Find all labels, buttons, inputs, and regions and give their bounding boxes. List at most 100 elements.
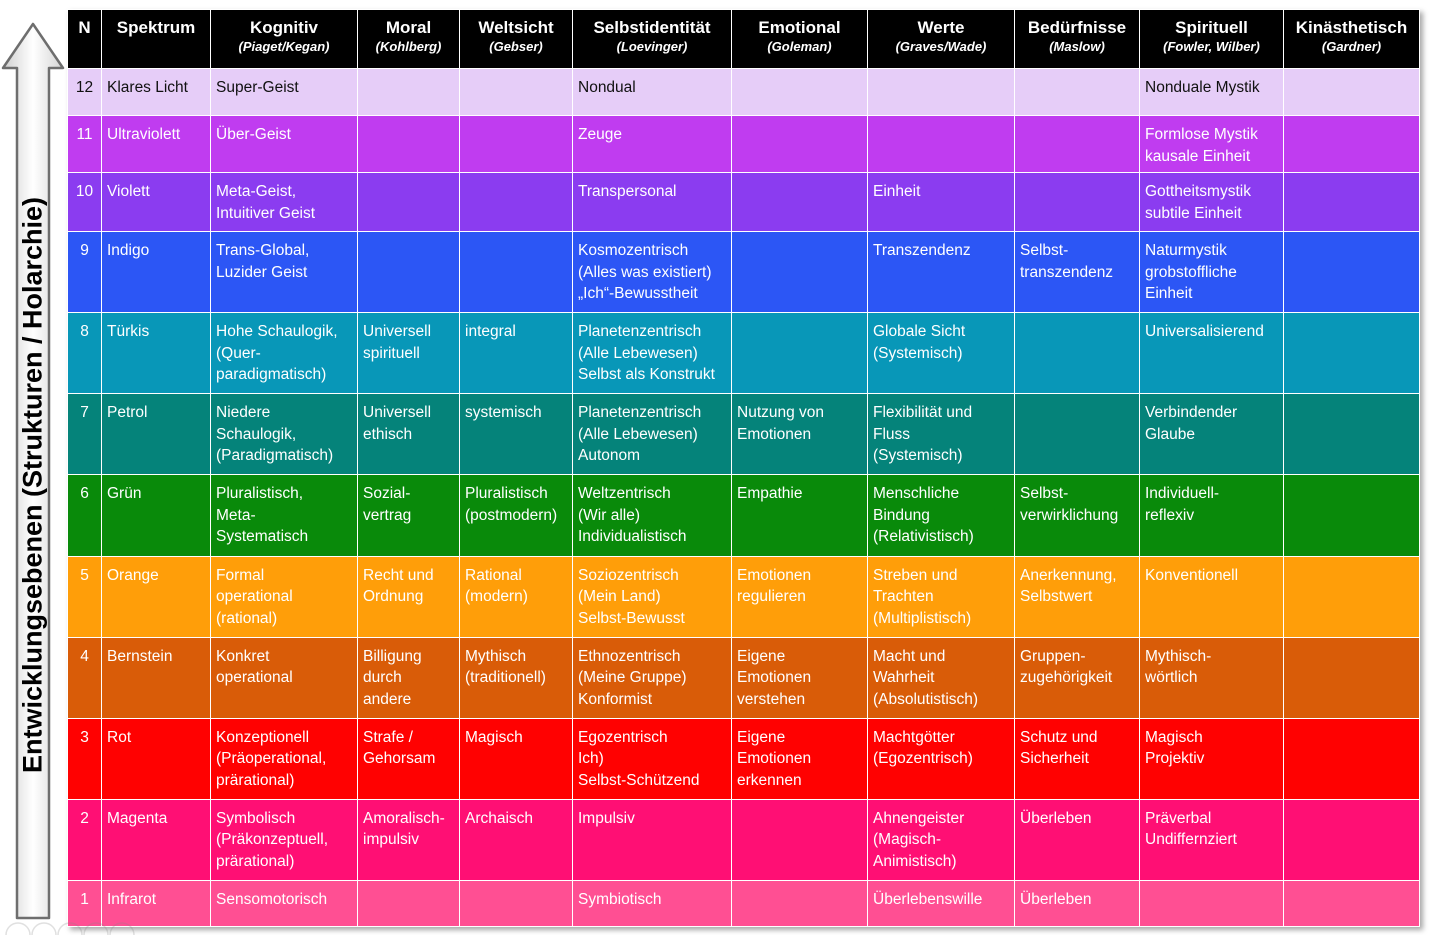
cell-kinaesthetisch xyxy=(1283,393,1420,476)
cell-n: 5 xyxy=(67,555,102,638)
cell-spirituell: Gottheitsmystik subtile Einheit xyxy=(1139,172,1284,233)
cell-beduerfnisse: Selbst- transzendenz xyxy=(1014,231,1140,314)
up-arrow-icon xyxy=(1,22,65,920)
column-title: Bedürfnisse xyxy=(1027,18,1127,37)
cell-beduerfnisse xyxy=(1014,172,1140,233)
column-source: (Gebser) xyxy=(489,39,543,54)
level-row-4: 4 Bernstein Konkret operational Billigung d… xyxy=(67,636,1420,719)
level-row-8: 8 Türkis Hohe Schaulogik, (Quer- paradigma… xyxy=(67,312,1420,395)
cell-spektrum: Grün xyxy=(101,474,211,557)
column-source: (Kohlberg) xyxy=(375,39,442,54)
level-row-12: 12 Klares Licht Super-Geist Nondual Nonduale… xyxy=(67,67,1420,117)
cell-kognitiv: Niedere Schaulogik, (Paradigmatisch) xyxy=(210,393,358,476)
column-title: Spirituell xyxy=(1175,18,1248,37)
cell-werte xyxy=(867,67,1015,117)
cell-spirituell: Konventionell xyxy=(1139,555,1284,638)
cell-beduerfnisse: Anerkennung, Selbstwert xyxy=(1014,555,1140,638)
cell-moral xyxy=(357,231,460,314)
header-spirituell: Spirituell (Fowler, Wilber) xyxy=(1139,9,1284,69)
cell-spektrum: Petrol xyxy=(101,393,211,476)
level-row-1: 1 Infrarot Sensomotorisch Symbiotisch Überle… xyxy=(67,879,1420,928)
cell-selbstidentitaet: Kosmozentrisch (Alles was existiert) „Ic… xyxy=(572,231,732,314)
cell-spektrum: Orange xyxy=(101,555,211,638)
cell-beduerfnisse: Überleben xyxy=(1014,879,1140,928)
cell-kognitiv: Pluralistisch, Meta- Systematisch xyxy=(210,474,358,557)
cell-kognitiv: Formal operational (rational) xyxy=(210,555,358,638)
cell-kinaesthetisch xyxy=(1283,115,1420,174)
level-row-3: 3 Rot Konzeptionell (Präoperational, prära… xyxy=(67,717,1420,800)
cell-spirituell: Universalisierend xyxy=(1139,312,1284,395)
cell-werte: Macht und Wahrheit (Absolutistisch) xyxy=(867,636,1015,719)
cell-selbstidentitaet: Symbiotisch xyxy=(572,879,732,928)
column-title: Spektrum xyxy=(116,18,196,37)
level-row-2: 2 Magenta Symbolisch (Präkonzeptuell, prär… xyxy=(67,798,1420,881)
column-source: (Loevinger) xyxy=(616,39,688,54)
cell-n: 6 xyxy=(67,474,102,557)
cell-selbstidentitaet: Soziozentrisch (Mein Land) Selbst-Bewuss… xyxy=(572,555,732,638)
cell-kinaesthetisch xyxy=(1283,555,1420,638)
cell-weltsicht: Mythisch (traditionell) xyxy=(459,636,573,719)
cell-moral: Amoralisch- impulsiv xyxy=(357,798,460,881)
cell-weltsicht xyxy=(459,879,573,928)
cell-n: 7 xyxy=(67,393,102,476)
cell-kognitiv: Meta-Geist, Intuitiver Geist xyxy=(210,172,358,233)
cell-weltsicht xyxy=(459,172,573,233)
column-source: (Maslow) xyxy=(1049,39,1105,54)
column-source: (Fowler, Wilber) xyxy=(1163,39,1260,54)
cell-spektrum: Ultraviolett xyxy=(101,115,211,174)
column-title: Kinästhetisch xyxy=(1295,18,1408,37)
cell-spektrum: Rot xyxy=(101,717,211,800)
cell-selbstidentitaet: Planetenzentrisch (Alle Lebewesen) Auton… xyxy=(572,393,732,476)
cell-kinaesthetisch xyxy=(1283,717,1420,800)
cell-moral: Strafe / Gehorsam xyxy=(357,717,460,800)
cell-emotional: Empathie xyxy=(731,474,868,557)
cell-spirituell: Präverbal Undiffernziert xyxy=(1139,798,1284,881)
cell-selbstidentitaet: Egozentrisch Ich) Selbst-Schützend xyxy=(572,717,732,800)
cell-moral: Universell spirituell xyxy=(357,312,460,395)
cell-beduerfnisse: Selbst- verwirklichung xyxy=(1014,474,1140,557)
header-n: N xyxy=(67,9,102,69)
cell-selbstidentitaet: Weltzentrisch (Wir alle) Individualistis… xyxy=(572,474,732,557)
level-row-6: 6 Grün Pluralistisch, Meta- Systematisch So… xyxy=(67,474,1420,557)
cell-spirituell: Mythisch- wörtlich xyxy=(1139,636,1284,719)
header-moral: Moral (Kohlberg) xyxy=(357,9,460,69)
cell-beduerfnisse xyxy=(1014,67,1140,117)
level-row-9: 9 Indigo Trans-Global, Luzider Geist Kosmoz… xyxy=(67,231,1420,314)
cell-weltsicht: Rational (modern) xyxy=(459,555,573,638)
cell-emotional: Emotionen regulieren xyxy=(731,555,868,638)
cell-werte: Streben und Trachten (Multiplistisch) xyxy=(867,555,1015,638)
cell-emotional xyxy=(731,312,868,395)
cell-moral: Billigung durch andere xyxy=(357,636,460,719)
cell-emotional xyxy=(731,67,868,117)
cell-selbstidentitaet: Ethnozentrisch (Meine Gruppe) Konformist xyxy=(572,636,732,719)
cell-n: 1 xyxy=(67,879,102,928)
axis-label: Entwicklungsebenen (Strukturen / Holarch… xyxy=(17,196,48,774)
cell-moral xyxy=(357,67,460,117)
cell-moral xyxy=(357,172,460,233)
cell-kinaesthetisch xyxy=(1283,474,1420,557)
cell-spektrum: Magenta xyxy=(101,798,211,881)
level-row-5: 5 Orange Formal operational (rational) Rech… xyxy=(67,555,1420,638)
header-weltsicht: Weltsicht (Gebser) xyxy=(459,9,573,69)
cell-weltsicht: Magisch xyxy=(459,717,573,800)
cell-beduerfnisse: Schutz und Sicherheit xyxy=(1014,717,1140,800)
header-selbstidentitaet: Selbstidentität (Loevinger) xyxy=(572,9,732,69)
cell-spektrum: Infrarot xyxy=(101,879,211,928)
cell-kognitiv: Über-Geist xyxy=(210,115,358,174)
cell-n: 3 xyxy=(67,717,102,800)
cell-kinaesthetisch xyxy=(1283,67,1420,117)
cell-n: 10 xyxy=(67,172,102,233)
column-source: (Piaget/Kegan) xyxy=(238,39,330,54)
cell-kognitiv: Konkret operational xyxy=(210,636,358,719)
cell-moral: Recht und Ordnung xyxy=(357,555,460,638)
cell-n: 4 xyxy=(67,636,102,719)
cell-spirituell xyxy=(1139,879,1284,928)
cell-emotional xyxy=(731,172,868,233)
column-source: (Goleman) xyxy=(767,39,832,54)
header-spektrum: Spektrum xyxy=(101,9,211,69)
level-row-7: 7 Petrol Niedere Schaulogik, (Paradigmatis… xyxy=(67,393,1420,476)
cell-n: 11 xyxy=(67,115,102,174)
level-row-11: 11 Ultraviolett Über-Geist Zeuge Formlose My… xyxy=(67,115,1420,174)
cell-spektrum: Violett xyxy=(101,172,211,233)
cell-weltsicht xyxy=(459,67,573,117)
